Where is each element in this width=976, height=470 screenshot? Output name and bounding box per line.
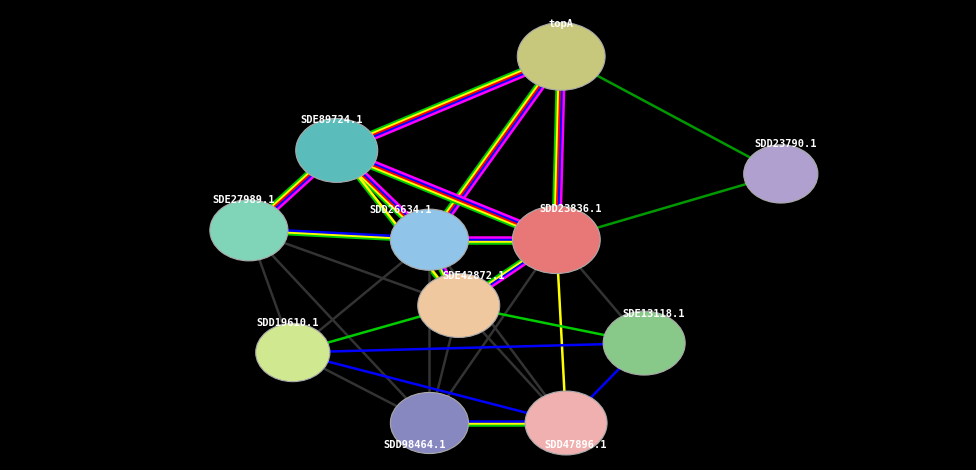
Text: SDE42872.1: SDE42872.1 (442, 271, 505, 281)
Ellipse shape (525, 391, 607, 455)
Text: SDD23790.1: SDD23790.1 (754, 140, 817, 149)
Text: SDE89724.1: SDE89724.1 (301, 115, 363, 125)
Ellipse shape (744, 145, 818, 203)
Ellipse shape (603, 311, 685, 375)
Ellipse shape (390, 392, 468, 454)
Ellipse shape (418, 274, 500, 337)
Ellipse shape (390, 209, 468, 270)
Text: topA: topA (549, 19, 574, 29)
Text: SDD98464.1: SDD98464.1 (384, 440, 446, 450)
Ellipse shape (296, 118, 378, 182)
Text: SDD26634.1: SDD26634.1 (369, 205, 431, 215)
Text: SDD23836.1: SDD23836.1 (540, 204, 602, 214)
Text: SDD19610.1: SDD19610.1 (257, 318, 319, 328)
Ellipse shape (210, 200, 288, 261)
Ellipse shape (256, 323, 330, 382)
Text: SDE13118.1: SDE13118.1 (623, 309, 685, 319)
Text: SDD47896.1: SDD47896.1 (545, 440, 607, 450)
Ellipse shape (517, 23, 605, 90)
Text: SDE27989.1: SDE27989.1 (213, 196, 275, 205)
Ellipse shape (512, 206, 600, 274)
